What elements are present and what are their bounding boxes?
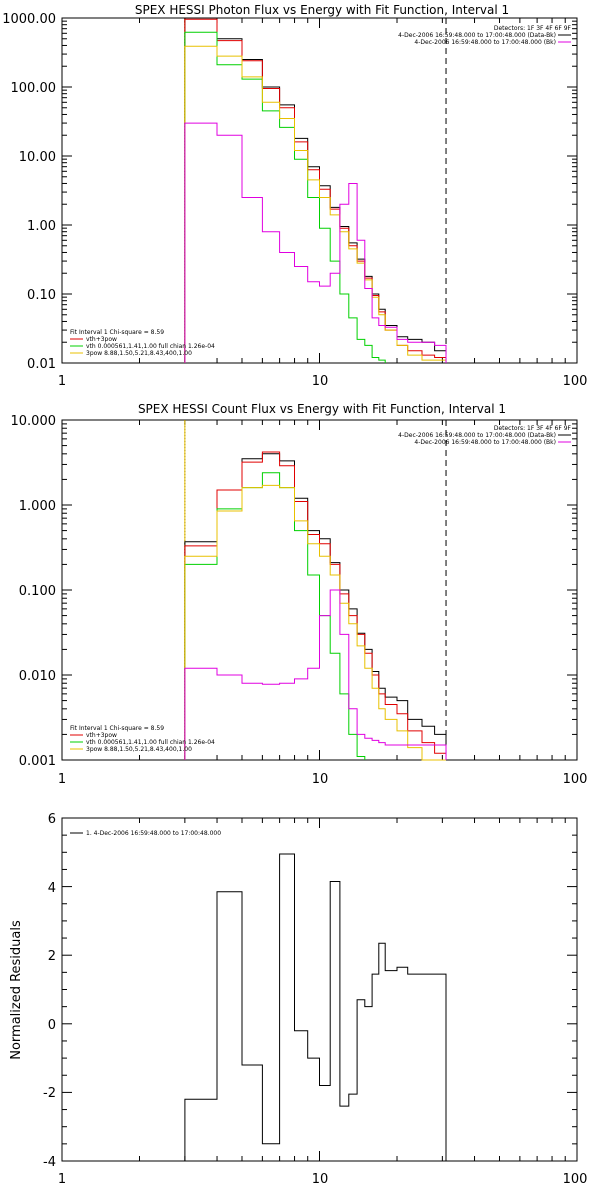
residuals-series-0 <box>184 853 447 1161</box>
count-flux-vertical-lines <box>184 420 447 760</box>
count-flux-ytick-label: 0.100 <box>19 584 56 599</box>
photon-flux-series-3 <box>184 45 447 363</box>
count-flux-xtick-label: 1 <box>58 772 66 787</box>
count-flux-series-2 <box>184 472 366 760</box>
legend-entry: 4-Dec-2006 16:59:48.000 to 17:00:48.000 … <box>414 39 556 46</box>
legend-entry: 3pow 8.88,1.50,5.21,8.43,400,1.00 <box>86 350 192 357</box>
residuals-ytick-label: -2 <box>43 1086 56 1101</box>
photon-flux-title: SPEX HESSI Photon Flux vs Energy with Fi… <box>135 3 509 17</box>
count-flux-xtick-label: 100 <box>563 772 588 787</box>
photon-flux-ticks <box>61 18 578 364</box>
photon-flux-ytick-label: 0.01 <box>27 357 56 372</box>
photon-flux-ytick-label: 1.00 <box>27 219 56 234</box>
legend-entry: 3pow 8.88,1.50,5.21,8.43,400,1.00 <box>86 746 192 753</box>
residuals-plot-frame <box>61 817 578 1162</box>
count-flux-ytick-label: 0.001 <box>19 754 56 769</box>
residuals-ytick-label: 4 <box>48 881 56 896</box>
legend-entry: vth+3pow <box>86 336 117 343</box>
photon-flux-xtick-label: 100 <box>563 374 588 389</box>
residuals-ticks <box>61 817 578 1162</box>
photon-flux-xtick-label: 10 <box>312 374 329 389</box>
residuals-ytick-label: 0 <box>48 1018 56 1033</box>
residuals-ytick-label: 6 <box>48 812 56 827</box>
legend-detectors: Detectors: 1F 3F 4F 6F 9F <box>494 425 572 432</box>
residuals-ylabel: Normalized Residuals <box>9 920 24 1060</box>
photon-flux-legend-left: Fit Interval 1 Chi-square = 8.59 vth+3po… <box>70 329 215 357</box>
legend-entry: 4-Dec-2006 16:59:48.000 to 17:00:48.000 … <box>398 32 556 39</box>
count-flux-ytick-label: 1.000 <box>19 499 56 514</box>
count-flux-ytick-label: 10.000 <box>11 414 57 429</box>
legend-entry: vth 0.000561,1.41,1.00 full chian 1.26e-… <box>86 739 215 746</box>
photon-flux-ytick-label: 0.10 <box>27 288 56 303</box>
count-flux-xtick-label: 10 <box>312 772 329 787</box>
photon-flux-vertical-lines <box>184 18 447 363</box>
legend-entry: 4-Dec-2006 16:59:48.000 to 17:00:48.000 … <box>414 439 556 446</box>
photon-flux-ytick-label: 1000.00 <box>2 12 56 27</box>
count-flux-title: SPEX HESSI Count Flux vs Energy with Fit… <box>138 402 506 416</box>
count-flux-series-3 <box>184 484 446 761</box>
legend-fit-interval: Fit Interval 1 Chi-square = 8.59 <box>70 329 164 336</box>
count-flux-panel: SPEX HESSI Count Flux vs Energy with Fit… <box>11 402 588 787</box>
photon-flux-series-2 <box>184 31 386 363</box>
legend-fit-interval: Fit Interval 1 Chi-square = 8.59 <box>70 725 164 732</box>
legend-entry: 1. 4-Dec-2006 16:59:48.000 to 17:00:48.0… <box>86 830 221 837</box>
residuals-ytick-label: -4 <box>43 1155 56 1170</box>
photon-flux-series <box>184 17 447 363</box>
residuals-panel: Normalized Residuals -4 -2 0 2 4 6 1 10 … <box>9 812 587 1187</box>
photon-flux-ytick-label: 100.00 <box>11 81 57 96</box>
residuals-xtick-label: 1 <box>58 1172 66 1187</box>
count-flux-series <box>184 451 447 761</box>
legend-entry: 4-Dec-2006 16:59:48.000 to 17:00:48.000 … <box>398 432 556 439</box>
photon-flux-legend-right: Detectors: 1F 3F 4F 6F 9F 4-Dec-2006 16:… <box>398 25 571 46</box>
count-flux-series-4 <box>184 589 447 760</box>
count-flux-series-1 <box>184 451 447 760</box>
count-flux-legend-left: Fit Interval 1 Chi-square = 8.59 vth+3po… <box>70 725 215 753</box>
count-flux-ytick-label: 0.010 <box>19 669 56 684</box>
residuals-series <box>184 853 447 1161</box>
legend-entry: vth+3pow <box>86 732 117 739</box>
photon-flux-series-0 <box>184 17 447 363</box>
residuals-xtick-label: 10 <box>312 1172 329 1187</box>
photon-flux-series-4 <box>184 122 447 363</box>
residuals-ytick-label: 2 <box>48 949 56 964</box>
photon-flux-xtick-label: 1 <box>58 374 66 389</box>
count-flux-legend-right: Detectors: 1F 3F 4F 6F 9F 4-Dec-2006 16:… <box>398 425 571 446</box>
photon-flux-ytick-label: 10.00 <box>19 150 56 165</box>
residuals-xtick-label: 100 <box>563 1172 588 1187</box>
photon-flux-series-1 <box>184 18 447 363</box>
residuals-legend: 1. 4-Dec-2006 16:59:48.000 to 17:00:48.0… <box>70 830 221 837</box>
photon-flux-panel: SPEX HESSI Photon Flux vs Energy with Fi… <box>2 3 587 389</box>
legend-detectors: Detectors: 1F 3F 4F 6F 9F <box>494 25 572 32</box>
legend-entry: vth 0.000561,1.41,1.00 full chian 1.26e-… <box>86 343 215 350</box>
